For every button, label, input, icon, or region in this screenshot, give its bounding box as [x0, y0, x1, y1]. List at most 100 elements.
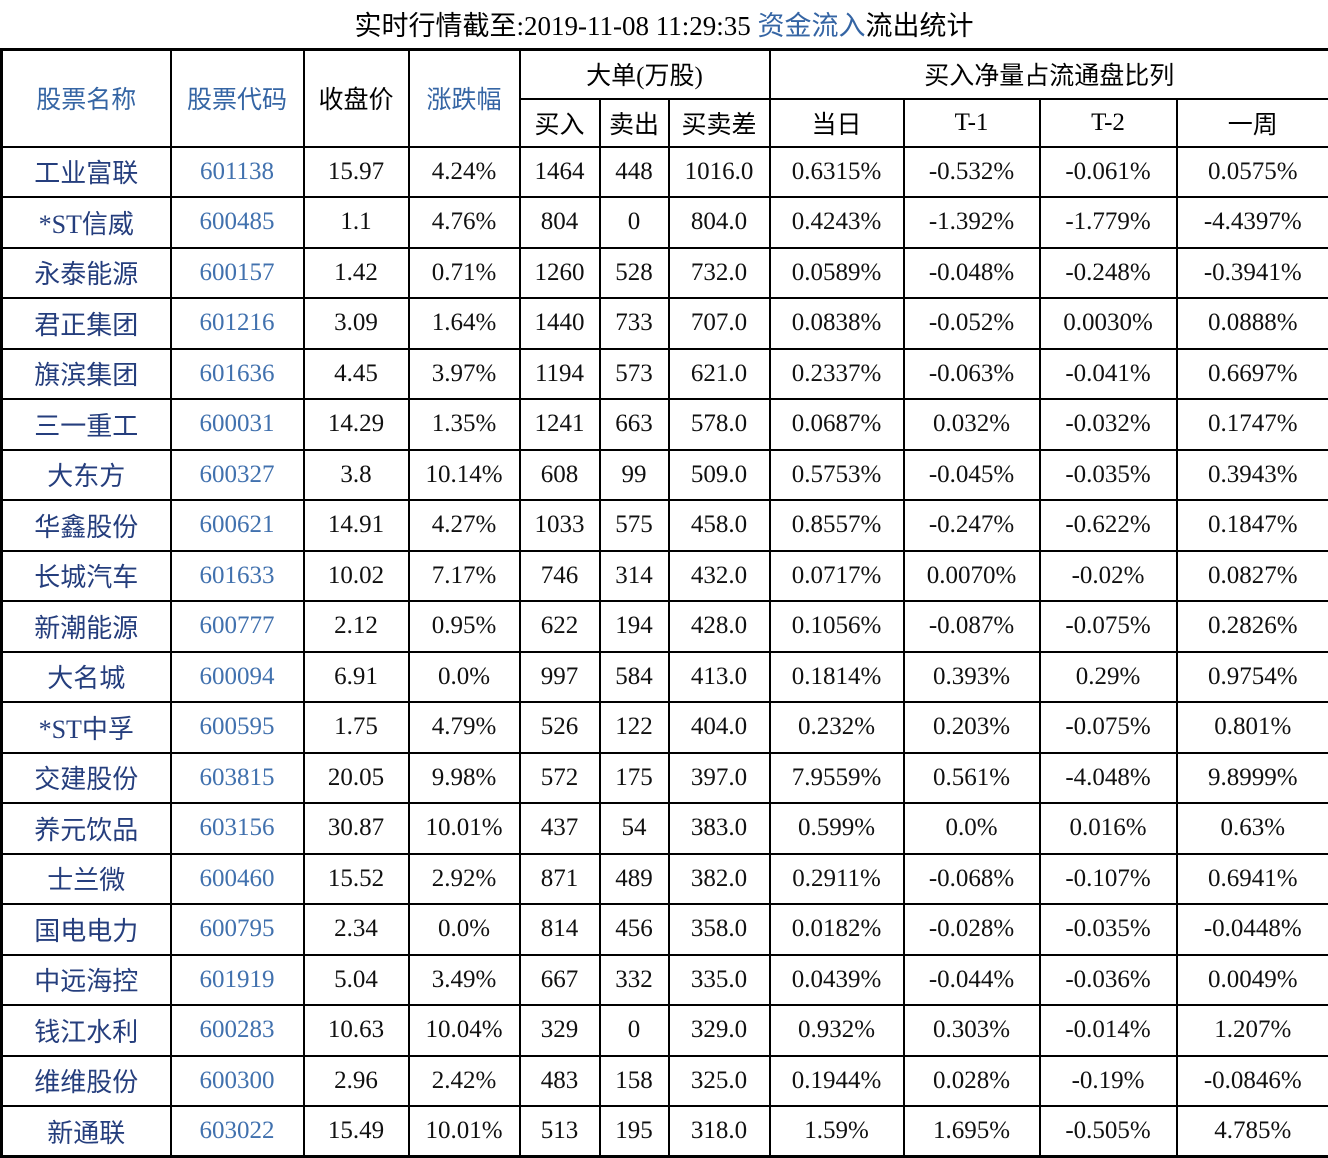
stock-code-cell[interactable]: 600485	[169, 196, 305, 249]
stock-name-cell[interactable]: 国电电力	[0, 903, 172, 956]
ratio-today-cell: 0.0687%	[768, 398, 905, 451]
ratio-today-cell: 0.4243%	[768, 196, 905, 249]
ratio-t2-cell: -0.036%	[1038, 953, 1178, 1006]
close-price-cell: 2.96	[302, 1054, 410, 1107]
stock-name-cell[interactable]: 新通联	[0, 1105, 172, 1158]
ratio-t2-cell: -0.02%	[1038, 549, 1178, 602]
close-price-cell: 2.34	[302, 903, 410, 956]
stock-name-cell[interactable]: 维维股份	[0, 1054, 172, 1107]
change-pct-cell: 3.97%	[407, 347, 521, 400]
change-pct-cell: 10.01%	[407, 802, 521, 855]
ratio-today-cell: 0.232%	[768, 701, 905, 754]
close-price-cell: 30.87	[302, 802, 410, 855]
stock-name-cell[interactable]: 华鑫股份	[0, 499, 172, 552]
stock-code-cell[interactable]: 600157	[169, 246, 305, 299]
stock-name-cell[interactable]: 中远海控	[0, 953, 172, 1006]
stock-code-cell[interactable]: 600595	[169, 701, 305, 754]
sell-volume-cell: 99	[598, 448, 670, 501]
stock-name-cell[interactable]: 三一重工	[0, 398, 172, 451]
change-pct-cell: 2.92%	[407, 852, 521, 905]
sell-volume-cell: 314	[598, 549, 670, 602]
stock-name-cell[interactable]: 大东方	[0, 448, 172, 501]
stock-code-cell[interactable]: 601636	[169, 347, 305, 400]
ratio-t1-cell: 0.032%	[902, 398, 1041, 451]
close-price-cell: 1.75	[302, 701, 410, 754]
stock-code-cell[interactable]: 600300	[169, 1054, 305, 1107]
sell-volume-cell: 573	[598, 347, 670, 400]
ratio-week-cell: 0.1747%	[1175, 398, 1328, 451]
stock-code-cell[interactable]: 600327	[169, 448, 305, 501]
stock-code-cell[interactable]: 600621	[169, 499, 305, 552]
stock-code-cell[interactable]: 603156	[169, 802, 305, 855]
buy-sell-diff-cell: 318.0	[667, 1105, 771, 1158]
col-header-change-pct: 涨跌幅	[407, 48, 521, 148]
ratio-week-cell: 0.0575%	[1175, 145, 1328, 198]
close-price-cell: 14.91	[302, 499, 410, 552]
close-price-cell: 15.97	[302, 145, 410, 198]
ratio-t1-cell: -0.247%	[902, 499, 1041, 552]
ratio-week-cell: 0.1847%	[1175, 499, 1328, 552]
ratio-t1-cell: -0.068%	[902, 852, 1041, 905]
stock-name-cell[interactable]: 交建股份	[0, 751, 172, 804]
stock-code-cell[interactable]: 601633	[169, 549, 305, 602]
buy-sell-diff-cell: 578.0	[667, 398, 771, 451]
buy-volume-cell: 1194	[518, 347, 601, 400]
ratio-t1-cell: -0.532%	[902, 145, 1041, 198]
sell-volume-cell: 733	[598, 297, 670, 350]
table-body: 工业富联 601138 15.97 4.24% 1464 448 1016.0 0.6315%…	[0, 145, 1328, 1158]
ratio-t2-cell: -1.779%	[1038, 196, 1178, 249]
buy-sell-diff-cell: 413.0	[667, 650, 771, 703]
table-row: 君正集团 601216 3.09 1.64% 1440 733 707.0 0.0838% -0…	[0, 297, 1328, 350]
sell-volume-cell: 158	[598, 1054, 670, 1107]
stock-name-cell[interactable]: 君正集团	[0, 297, 172, 350]
ratio-week-cell: -0.3941%	[1175, 246, 1328, 299]
sell-volume-cell: 54	[598, 802, 670, 855]
ratio-t2-cell: -0.075%	[1038, 701, 1178, 754]
stock-name-cell[interactable]: *ST信威	[0, 196, 172, 249]
buy-volume-cell: 1033	[518, 499, 601, 552]
table-row: 永泰能源 600157 1.42 0.71% 1260 528 732.0 0.0589% -0…	[0, 246, 1328, 299]
ratio-today-cell: 0.5753%	[768, 448, 905, 501]
close-price-cell: 14.29	[302, 398, 410, 451]
col-header-week: 一周	[1175, 97, 1328, 148]
sell-volume-cell: 0	[598, 196, 670, 249]
ratio-t2-cell: -4.048%	[1038, 751, 1178, 804]
buy-sell-diff-cell: 1016.0	[667, 145, 771, 198]
stock-name-cell[interactable]: 工业富联	[0, 145, 172, 198]
stock-code-cell[interactable]: 603022	[169, 1105, 305, 1158]
stock-code-cell[interactable]: 600031	[169, 398, 305, 451]
stock-code-cell[interactable]: 600777	[169, 600, 305, 653]
stock-name-cell[interactable]: *ST中孚	[0, 701, 172, 754]
table-row: 大名城 600094 6.91 0.0% 997 584 413.0 0.1814% 0.393…	[0, 650, 1328, 703]
stock-name-cell[interactable]: 大名城	[0, 650, 172, 703]
ratio-today-cell: 0.599%	[768, 802, 905, 855]
stock-name-cell[interactable]: 永泰能源	[0, 246, 172, 299]
stock-name-cell[interactable]: 钱江水利	[0, 1004, 172, 1057]
stock-name-cell[interactable]: 士兰微	[0, 852, 172, 905]
stock-code-cell[interactable]: 600795	[169, 903, 305, 956]
ratio-t2-cell: -0.075%	[1038, 600, 1178, 653]
stock-code-cell[interactable]: 601919	[169, 953, 305, 1006]
ratio-week-cell: 9.8999%	[1175, 751, 1328, 804]
ratio-week-cell: 0.2826%	[1175, 600, 1328, 653]
stock-code-cell[interactable]: 601138	[169, 145, 305, 198]
ratio-t1-cell: -0.063%	[902, 347, 1041, 400]
ratio-today-cell: 0.0182%	[768, 903, 905, 956]
stock-code-cell[interactable]: 600094	[169, 650, 305, 703]
funds-inflow-link[interactable]: 资金流入	[757, 11, 866, 41]
buy-sell-diff-cell: 329.0	[667, 1004, 771, 1057]
stock-code-cell[interactable]: 600460	[169, 852, 305, 905]
ratio-today-cell: 0.0439%	[768, 953, 905, 1006]
title-suffix: 流出统计	[865, 11, 974, 41]
stock-name-cell[interactable]: 新潮能源	[0, 600, 172, 653]
title-prefix: 实时行情截至:2019-11-08 11:29:35	[354, 11, 758, 41]
stock-name-cell[interactable]: 养元饮品	[0, 802, 172, 855]
stock-code-cell[interactable]: 601216	[169, 297, 305, 350]
stock-code-cell[interactable]: 603815	[169, 751, 305, 804]
table-row: *ST信威 600485 1.1 4.76% 804 0 804.0 0.4243% -1.39…	[0, 196, 1328, 249]
stock-name-cell[interactable]: 长城汽车	[0, 549, 172, 602]
stock-name-cell[interactable]: 旗滨集团	[0, 347, 172, 400]
stock-code-cell[interactable]: 600283	[169, 1004, 305, 1057]
buy-sell-diff-cell: 732.0	[667, 246, 771, 299]
